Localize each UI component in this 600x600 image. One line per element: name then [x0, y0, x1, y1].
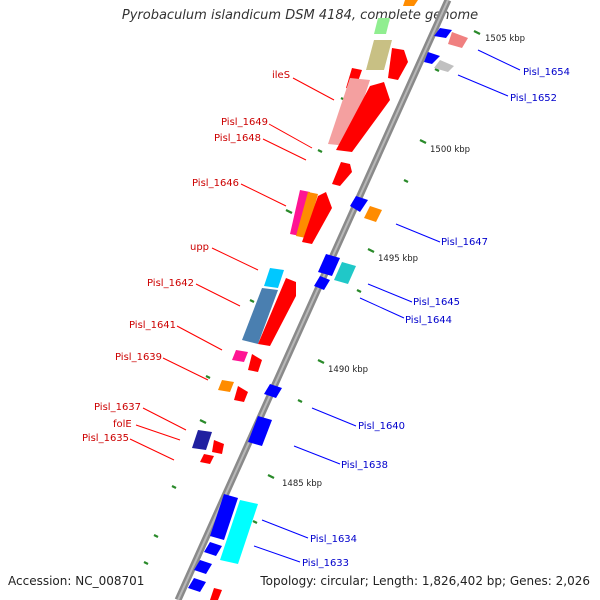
gene-pisl-1634-blue	[210, 494, 238, 540]
gene-pisl-1646-orange	[296, 192, 318, 238]
gene-pisl-1635	[200, 454, 214, 464]
gene-pisl-1645-blue	[318, 254, 340, 276]
gene-top-orange	[403, 0, 418, 6]
label-pisl-1633: Pisl_1633	[302, 558, 349, 569]
label-pisl-1641: Pisl_1641	[129, 320, 176, 331]
label-pisl-1649: Pisl_1649	[221, 117, 268, 128]
label-ileS: ileS	[272, 70, 290, 81]
tick-dashes	[143, 30, 481, 565]
gene-pisl-1645	[334, 262, 356, 284]
label-pisl-1635: Pisl_1635	[82, 433, 129, 444]
tick-label-1505: 1505 kbp	[485, 34, 525, 44]
gene-rev-top	[434, 28, 452, 38]
gene-pisl-1639	[234, 386, 248, 402]
label-pisl-1637: Pisl_1637	[94, 402, 141, 413]
gene-pisl-1647-blue	[350, 196, 368, 212]
gene-pisl-1647	[364, 206, 382, 222]
label-pisl-1647: Pisl_1647	[441, 237, 488, 248]
label-pisl-1642: Pisl_1642	[147, 278, 194, 289]
label-pisl-1634: Pisl_1634	[310, 534, 357, 545]
gene-folE	[212, 440, 224, 454]
gene-rev-small	[424, 52, 440, 64]
tick-label-1495: 1495 kbp	[378, 254, 418, 264]
label-pisl-1652: Pisl_1652	[510, 93, 557, 104]
gene-forward-1	[388, 48, 408, 80]
forward-features	[192, 0, 418, 600]
tick-label-1490: 1490 kbp	[328, 365, 368, 375]
label-pisl-1646: Pisl_1646	[192, 178, 239, 189]
gene-upp-steel	[242, 288, 278, 344]
gene-ileS-pink	[328, 78, 370, 146]
gene-khaki	[366, 40, 392, 70]
label-pisl-1638: Pisl_1638	[341, 460, 388, 471]
gene-rev-bottom-2	[188, 578, 206, 592]
gene-pisl-1633	[204, 542, 222, 556]
gene-pisl-1652	[434, 60, 454, 72]
topology-text: Topology: circular; Length: 1,826,402 bp…	[260, 574, 590, 588]
forward-leaders	[129, 77, 335, 461]
gene-pisl-1641-magenta	[232, 350, 248, 362]
label-pisl-1648: Pisl_1648	[214, 133, 261, 144]
gene-top-green	[374, 18, 390, 34]
gene-pisl-1644	[314, 276, 330, 290]
gene-pisl-1640	[264, 384, 282, 398]
gene-pisl-1646-magenta	[290, 190, 310, 236]
label-pisl-1639: Pisl_1639	[115, 352, 162, 363]
gene-pisl-1654	[448, 32, 468, 48]
tick-label-1500: 1500 kbp	[430, 145, 470, 155]
reverse-leaders	[253, 49, 521, 563]
gene-ileS	[336, 82, 390, 152]
reverse-features	[188, 28, 468, 592]
label-pisl-1644: Pisl_1644	[405, 315, 452, 326]
gene-upp-cyan	[264, 268, 284, 288]
gene-pisl-1638	[248, 416, 272, 446]
gene-pisl-1637	[192, 430, 212, 450]
label-folE: folE	[113, 419, 132, 430]
gene-bottom-red	[210, 588, 222, 600]
label-pisl-1645: Pisl_1645	[413, 297, 460, 308]
gene-pisl-1646	[302, 192, 332, 244]
gene-pisl-1639-orange	[218, 380, 234, 392]
gene-pisl-1642	[258, 278, 296, 346]
label-upp: upp	[190, 242, 209, 253]
label-pisl-1654: Pisl_1654	[523, 67, 570, 78]
label-pisl-1640: Pisl_1640	[358, 421, 405, 432]
gene-rev-bottom-1	[194, 560, 212, 574]
gene-pisl-1649	[332, 162, 352, 186]
accession-text: Accession: NC_008701	[8, 574, 145, 588]
tick-label-1485: 1485 kbp	[282, 479, 322, 489]
gene-pisl-1634	[220, 500, 258, 564]
gene-pisl-1641	[248, 354, 262, 372]
